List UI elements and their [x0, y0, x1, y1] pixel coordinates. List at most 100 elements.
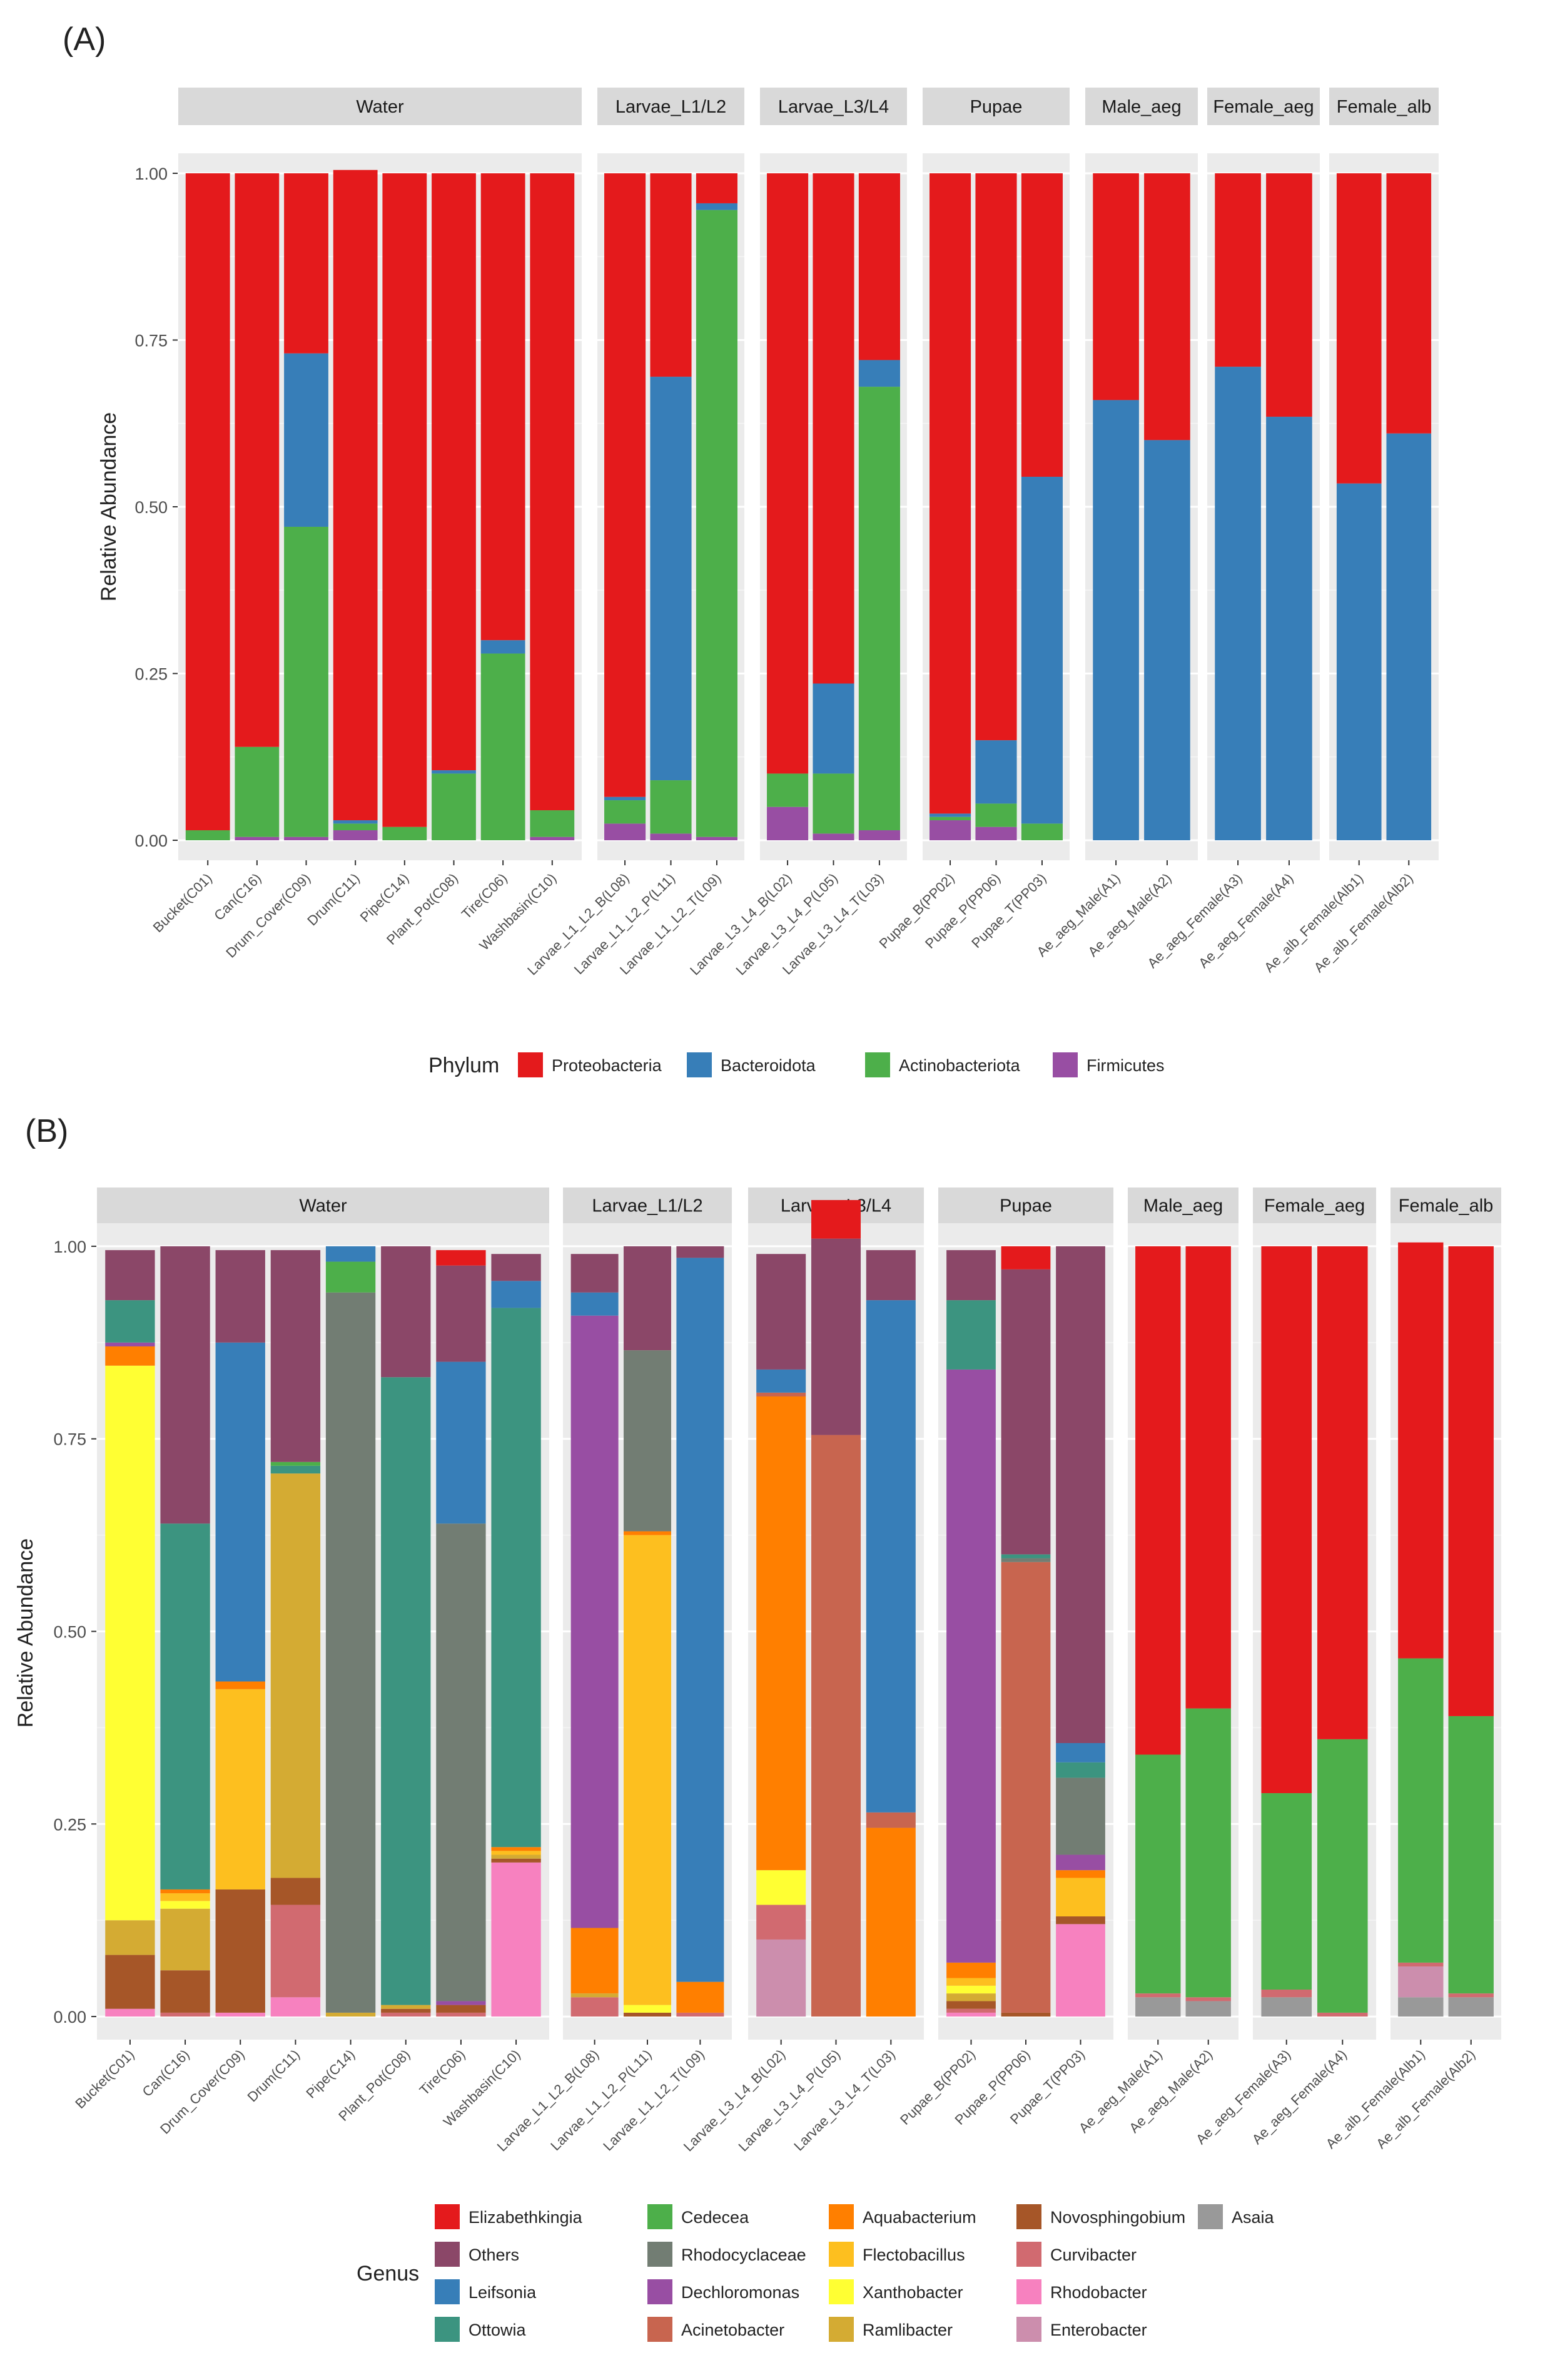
bar-can-c16	[160, 1246, 210, 2017]
bar-segment-novosphingobium	[436, 2005, 486, 2013]
legend-swatch-xanthobacter	[829, 2279, 854, 2304]
bar-segment-flectobacillus	[160, 1893, 210, 1901]
bar-bucket-c01	[185, 173, 230, 841]
x-tick-label: Bucket(C01)	[150, 870, 215, 935]
x-tick-label: Ae_aeg_Male(A1)	[1034, 870, 1123, 960]
bar-bucket-c01	[105, 1250, 155, 2017]
facet-strip-label: Pupae	[970, 97, 1023, 117]
x-tick-label: Tire(C06)	[458, 870, 510, 922]
bar-segment-leifsonia	[866, 1300, 916, 1813]
bar-segment-others	[756, 1254, 806, 1370]
bar-segment-proteobacteria	[767, 173, 809, 774]
legend-title: Genus	[357, 2262, 419, 2286]
bar-segment-proteobacteria	[813, 173, 854, 684]
y-tick-label: 0.00	[53, 2008, 86, 2027]
bar-segment-rhodobacter	[105, 2008, 155, 2017]
bar-pupae-b-pp02	[946, 1250, 996, 2017]
bar-segment-dechloromonas	[570, 1315, 619, 1928]
legend-label-cedecea: Cedecea	[681, 2208, 749, 2227]
bar-segment-bacteroidota	[813, 683, 854, 774]
bar-segment-others	[570, 1254, 619, 1293]
bar-segment-actinobacteriota	[767, 773, 809, 807]
bar-washbasin-c10	[530, 173, 575, 841]
bar-segment-others	[381, 1246, 431, 1378]
bar-segment-proteobacteria	[333, 170, 378, 821]
legend-swatch-rhodobacter	[1016, 2279, 1041, 2304]
bar-segment-rhodobacter	[270, 1997, 321, 2017]
bar-segment-dechloromonas	[1056, 1854, 1105, 1871]
bar-segment-others	[1056, 1246, 1105, 1744]
bar-segment-elizabethkingia	[1001, 1246, 1051, 1269]
bar-ae-aeg-male-a2	[1144, 173, 1190, 841]
legend-swatch-ramlibacter	[829, 2317, 854, 2342]
bar-segment-others	[491, 1254, 541, 1281]
bar-segment-asaia	[1398, 1997, 1444, 2017]
y-tick-label: 0.75	[53, 1430, 86, 1449]
legend-label-curvibacter: Curvibacter	[1050, 2245, 1137, 2264]
facet-strip	[597, 88, 744, 125]
legend-label-aquabacterium: Aquabacterium	[863, 2208, 976, 2227]
bar-can-c16	[235, 173, 280, 841]
bar-segment-aquabacterium	[215, 1681, 265, 1689]
bar-segment-proteobacteria	[185, 173, 230, 831]
legend-swatch-rhodocyclaceae	[647, 2242, 672, 2267]
bar-segment-novosphingobium	[491, 1858, 541, 1863]
bar-segment-acinetobacter	[811, 1435, 861, 2017]
bar-segment-ottowia	[105, 1300, 155, 1343]
bar-segment-actinobacteriota	[930, 816, 971, 821]
bar-segment-actinobacteriota	[235, 746, 280, 837]
legend: Phylum Proteobacteria Bacteroidota Actinoba…	[428, 1052, 1165, 1077]
bar-drum-c11	[270, 1250, 321, 2017]
facet-female-aeg: Female_aegAe_aeg_Female(A3)Ae_aeg_Female…	[1193, 1187, 1376, 2147]
bar-segment-proteobacteria	[696, 173, 737, 203]
bar-drum-c11	[333, 170, 378, 841]
bar-segment-curvibacter	[570, 1997, 619, 2017]
bar-segment-firmicutes	[696, 837, 737, 841]
bar-segment-curvibacter	[1398, 1962, 1444, 1967]
facet-strip-label: Larvae_L1/L2	[615, 97, 726, 117]
bar-segment-aquabacterium	[491, 1847, 541, 1851]
legend-label-firmicutes: Firmicutes	[1087, 1056, 1165, 1075]
facet-strip	[178, 88, 582, 125]
bar-segment-proteobacteria	[858, 173, 900, 360]
bar-segment-bacteroidota	[1266, 417, 1312, 841]
facet-strip	[97, 1187, 549, 1223]
bar-segment-novosphingobium	[381, 2008, 431, 2013]
bar-larvae-l3-l4-b-l02	[756, 1254, 806, 2017]
bar-segment-curvibacter	[1448, 1993, 1494, 1998]
x-tick-label: Pipe(C14)	[303, 2047, 358, 2102]
legend-swatch-actinobacteriota	[865, 1052, 890, 1077]
bar-segment-acinetobacter	[756, 1392, 806, 1397]
bar-larvae-l3-l4-b-l02	[767, 173, 809, 841]
bar-segment-xanthobacter	[946, 1985, 996, 1994]
facet-strip-label: Water	[299, 1196, 347, 1216]
bar-segment-xanthobacter	[756, 1870, 806, 1905]
legend-label-ramlibacter: Ramlibacter	[863, 2321, 953, 2339]
bar-segment-acinetobacter	[866, 1812, 916, 1828]
bar-segment-curvibacter	[436, 2012, 486, 2017]
bar-segment-aquabacterium	[624, 1531, 671, 1535]
bar-segment-aquabacterium	[105, 1346, 155, 1366]
bar-plant-pot-c08	[381, 1246, 431, 2017]
bar-segment-flectobacillus	[1056, 1878, 1105, 1917]
bar-segment-actinobacteriota	[975, 803, 1017, 827]
bar-segment-firmicutes	[333, 830, 378, 841]
facet-strip	[1128, 1187, 1239, 1223]
bar-segment-curvibacter	[756, 1905, 806, 1940]
bar-segment-actinobacteriota	[480, 653, 525, 841]
bar-pupae-p-pp06	[975, 173, 1017, 841]
bar-segment-others	[811, 1238, 861, 1435]
x-tick-label: Tire(C06)	[417, 2047, 469, 2098]
bar-segment-others	[1001, 1269, 1051, 1555]
bar-segment-curvibacter	[946, 2008, 996, 2013]
bar-pipe-c14	[325, 1246, 376, 2017]
bar-segment-cedecea	[1398, 1658, 1444, 1963]
bar-segment-flectobacillus	[491, 1851, 541, 1855]
legend-label-novosphingobium: Novosphingobium	[1050, 2208, 1185, 2227]
bar-segment-proteobacteria	[480, 173, 525, 641]
bar-segment-bacteroidota	[1336, 483, 1382, 841]
bar-segment-proteobacteria	[1093, 173, 1139, 400]
facet-strip	[1390, 1187, 1501, 1223]
